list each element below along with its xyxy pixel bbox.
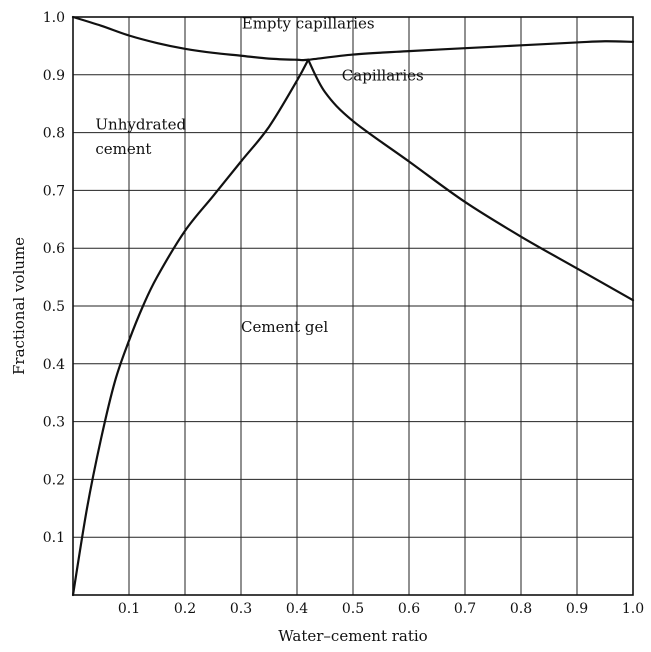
x-tick-label: 0.3 [230,601,252,617]
x-tick-label: 0.9 [566,601,588,617]
x-tick-label: 0.8 [510,601,532,617]
region-label: Unhydrated [95,116,186,134]
y-tick-label: 0.1 [43,530,65,546]
y-tick-label: 1.0 [43,10,65,26]
y-tick-label: 0.8 [43,126,65,142]
region-label: Empty capillaries [242,15,375,33]
grid-lines [73,16,634,595]
series-line-2 [71,58,310,597]
annotations: Empty capillaries Capillaries Unhydrated ce… [95,15,423,336]
y-tick-label: 0.6 [43,241,65,257]
x-tick-label: 0.1 [118,601,140,617]
x-tick-label: 0.2 [174,601,196,617]
region-label: Cement gel [241,318,328,336]
x-tick-label: 0.4 [286,601,308,617]
y-tick-label: 0.9 [43,68,65,84]
plot-frame [72,16,634,596]
x-tick-label: 1.0 [622,601,644,617]
region-label: Capillaries [342,67,424,85]
y-tick-label: 0.7 [43,183,65,199]
region-label: cement [95,140,151,158]
y-axis-title: Fractional volume [10,237,28,375]
y-tick-label: 0.4 [43,357,65,373]
x-tick-label: 0.5 [342,601,364,617]
series-line-3 [307,58,635,302]
series-line-1 [71,15,635,62]
x-tick-label: 0.6 [398,601,420,617]
x-tick-label: 0.7 [454,601,476,617]
y-tick-label: 0.2 [43,472,65,488]
y-tick-label: 0.5 [43,299,65,315]
series-lines [71,15,635,597]
y-tick-label: 0.3 [43,415,65,431]
y-tick-labels: 0.1 0.2 0.3 0.4 0.5 0.6 0.7 0.8 0.9 1.0 [43,10,65,546]
x-tick-labels: 0.1 0.2 0.3 0.4 0.5 0.6 0.7 0.8 0.9 1.0 [118,601,644,617]
x-axis-title: Water–cement ratio [278,627,427,645]
